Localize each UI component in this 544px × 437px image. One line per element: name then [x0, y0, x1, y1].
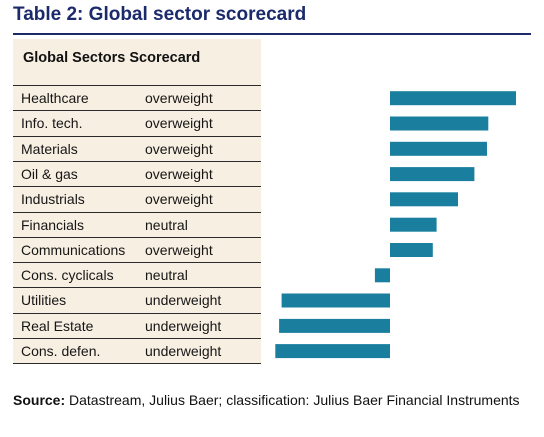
- score-bar: [390, 167, 475, 182]
- score-bar: [275, 344, 390, 359]
- row-divider: [13, 313, 261, 314]
- score-bar: [279, 318, 390, 333]
- sector-rating: overweight: [145, 166, 213, 182]
- sector-rating: overweight: [145, 141, 213, 157]
- sector-label: Communications: [21, 242, 126, 258]
- score-bar: [390, 91, 516, 106]
- sector-rating: overweight: [145, 191, 213, 207]
- sector-label: Industrials: [21, 191, 85, 207]
- sector-rating: underweight: [145, 318, 222, 334]
- score-bar: [390, 141, 487, 156]
- row-divider: [13, 237, 261, 238]
- sector-rating: overweight: [145, 90, 213, 106]
- row-divider: [13, 363, 261, 364]
- sector-rating: underweight: [145, 292, 222, 308]
- sector-label: Oil & gas: [21, 166, 78, 182]
- sector-label: Real Estate: [21, 318, 94, 334]
- row-divider: [13, 212, 261, 213]
- row-divider: [13, 110, 261, 111]
- sector-rating: neutral: [145, 217, 188, 233]
- score-bar: [281, 293, 390, 308]
- score-bar: [390, 243, 433, 257]
- row-divider: [13, 338, 261, 339]
- row-divider: [13, 85, 261, 86]
- sector-rating: underweight: [145, 343, 222, 359]
- sector-label: Cons. cyclicals: [21, 267, 114, 283]
- sector-rating: neutral: [145, 267, 188, 283]
- row-divider: [13, 262, 261, 263]
- score-bar: [390, 192, 458, 207]
- table-heading: Global Sectors Scorecard: [23, 50, 201, 66]
- row-divider: [13, 186, 261, 187]
- row-divider: [13, 287, 261, 288]
- row-divider: [13, 161, 261, 162]
- source-label: Source:: [13, 392, 66, 408]
- sector-label: Info. tech.: [21, 115, 83, 131]
- source-note: Source: Datastream, Julius Baer; classif…: [13, 390, 533, 410]
- score-bar: [390, 116, 489, 131]
- score-bar: [390, 217, 437, 232]
- sector-label: Cons. defen.: [21, 343, 101, 359]
- sector-label: Financials: [21, 217, 85, 233]
- title-rule: [13, 33, 531, 35]
- table-panel: [13, 39, 261, 363]
- score-bar: [374, 268, 390, 283]
- sector-label: Utilities: [21, 292, 67, 308]
- sector-label: Healthcare: [21, 90, 89, 106]
- sector-rating: overweight: [145, 115, 213, 131]
- figure-title: Table 2: Global sector scorecard: [13, 4, 307, 25]
- row-divider: [13, 136, 261, 137]
- sector-rating: overweight: [145, 242, 213, 258]
- sector-label: Materials: [21, 141, 78, 157]
- source-text: Datastream, Julius Baer; classification:…: [69, 392, 520, 408]
